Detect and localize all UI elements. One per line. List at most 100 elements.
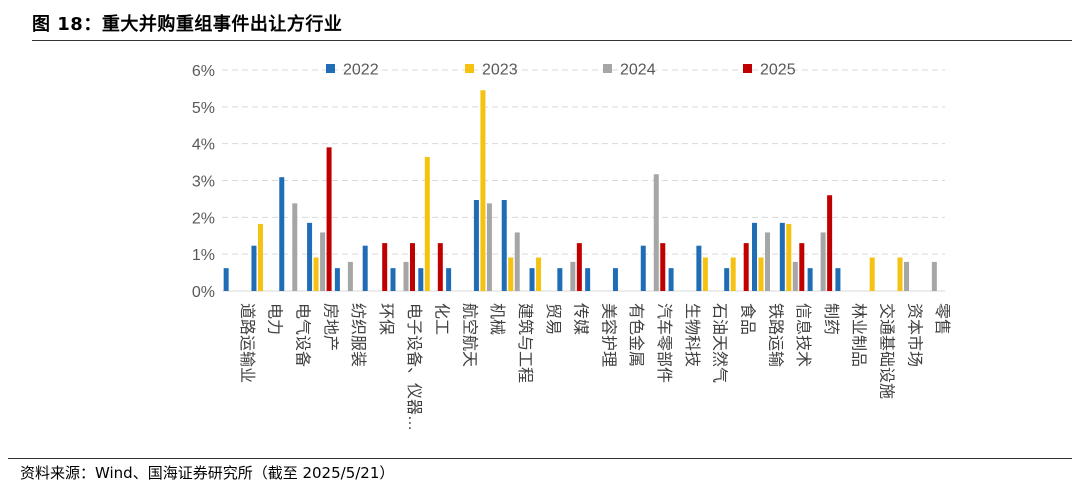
bar <box>786 223 792 291</box>
bar <box>668 268 674 291</box>
bar <box>835 268 841 291</box>
bar <box>827 195 833 291</box>
legend-label: 2024 <box>620 62 656 79</box>
chart-canvas: 0% 1% 2% 3% 4% 5% 6% 道路运输业 电力 电气设备 房地产 纺织服装 环保 电子设备、仪… <box>192 62 951 432</box>
legend-swatch <box>603 64 612 73</box>
bar <box>765 232 770 291</box>
x-tick-label: 房地产 <box>321 303 339 351</box>
x-tick-label: 信息技术 <box>794 303 812 367</box>
legend-swatch <box>743 64 752 73</box>
x-tick-label: 电气设备 <box>294 303 312 367</box>
x-tick-label: 制药 <box>822 303 840 335</box>
bar <box>536 257 542 291</box>
bar <box>640 245 646 291</box>
x-tick-label: 交通基础设施 <box>878 303 896 399</box>
x-tick-label: 生物科技 <box>683 303 701 367</box>
legend-swatch <box>326 64 335 73</box>
bar <box>792 261 798 291</box>
bar <box>347 261 353 291</box>
bar <box>508 257 514 291</box>
bar <box>418 268 424 291</box>
bar <box>382 243 388 291</box>
x-tick-label: 环保 <box>377 303 395 335</box>
bar <box>557 268 563 291</box>
bar <box>570 261 576 291</box>
x-tick-label: 纺织服装 <box>349 303 367 367</box>
bar <box>758 257 764 291</box>
bar <box>223 268 229 291</box>
bar <box>702 257 708 291</box>
x-tick-label: 航空航天 <box>460 303 478 367</box>
bar <box>292 203 298 291</box>
x-tick-label: 美容护理 <box>599 303 617 367</box>
y-tick-label: 6% <box>192 63 215 80</box>
bar <box>410 243 415 291</box>
header-divider <box>32 40 1072 41</box>
x-tick-label: 电子设备、仪器… <box>405 303 423 431</box>
figure-title: 图 18：重大并购重组事件出让方行业 <box>32 14 343 35</box>
x-tick-label: 化工 <box>433 303 451 335</box>
bar <box>514 232 520 291</box>
x-tick-label: 石油天然气 <box>711 303 729 383</box>
bar <box>869 257 875 291</box>
bar <box>585 268 591 291</box>
x-tick-label: 电力 <box>266 303 284 335</box>
source-note: 资料来源：Wind、国海证券研究所（截至 2025/5/21） <box>20 464 395 482</box>
x-tick-label: 资本市场 <box>905 303 923 367</box>
bar <box>334 268 340 291</box>
x-tick-label: 零售 <box>933 303 951 335</box>
bar <box>653 174 659 291</box>
bar <box>529 268 535 291</box>
bar <box>313 257 319 291</box>
bar <box>390 268 396 291</box>
bar <box>279 177 285 291</box>
y-tick-label: 5% <box>192 100 215 117</box>
bar <box>257 223 263 291</box>
figure-header: 图 18：重大并购重组事件出让方行业 <box>32 8 342 38</box>
bar <box>320 232 326 291</box>
legend-label: 2025 <box>760 62 796 79</box>
bar <box>743 243 749 291</box>
bar <box>724 268 730 291</box>
legend-label: 2023 <box>482 62 518 79</box>
x-tick-label: 食品 <box>738 303 756 335</box>
y-tick-label: 3% <box>192 174 215 191</box>
x-tick-label: 铁路运输 <box>766 303 784 367</box>
x-tick-label: 道路运输业 <box>238 303 256 383</box>
x-tick-label: 传媒 <box>572 303 590 335</box>
x-tick-label: 有色金属 <box>627 303 645 367</box>
bar <box>307 222 313 291</box>
bar <box>437 243 443 291</box>
bar <box>501 200 507 291</box>
bar <box>904 261 910 291</box>
bar <box>820 232 826 291</box>
y-tick-label: 1% <box>192 247 215 264</box>
y-tick-label: 4% <box>192 137 215 154</box>
bar <box>480 90 486 291</box>
bar-chart: 0% 1% 2% 3% 4% 5% 6% 道路运输业 电力 电气设备 房地产 纺织服装 环保 电子设备、仪… <box>0 44 1080 456</box>
x-tick-label: 林业制品 <box>850 303 868 367</box>
bar <box>326 147 332 291</box>
x-tick-label: 机械 <box>488 303 506 335</box>
bar <box>486 203 492 291</box>
bar <box>799 243 805 291</box>
bar <box>362 245 368 291</box>
bar <box>424 156 430 291</box>
bar <box>696 245 702 291</box>
bar <box>446 268 452 291</box>
bar <box>473 200 479 291</box>
bar <box>807 268 813 291</box>
bar <box>897 257 903 291</box>
bar <box>660 243 666 291</box>
bar <box>779 222 785 291</box>
x-tick-label: 建筑与工程 <box>516 303 534 383</box>
bar <box>612 268 618 291</box>
bar <box>251 245 257 291</box>
legend-label: 2022 <box>343 62 379 79</box>
bar <box>730 257 736 291</box>
bar <box>576 243 582 291</box>
x-tick-label: 汽车零部件 <box>655 303 673 383</box>
y-tick-label: 0% <box>192 284 215 301</box>
x-tick-label: 贸易 <box>544 303 562 335</box>
bar <box>931 261 937 291</box>
